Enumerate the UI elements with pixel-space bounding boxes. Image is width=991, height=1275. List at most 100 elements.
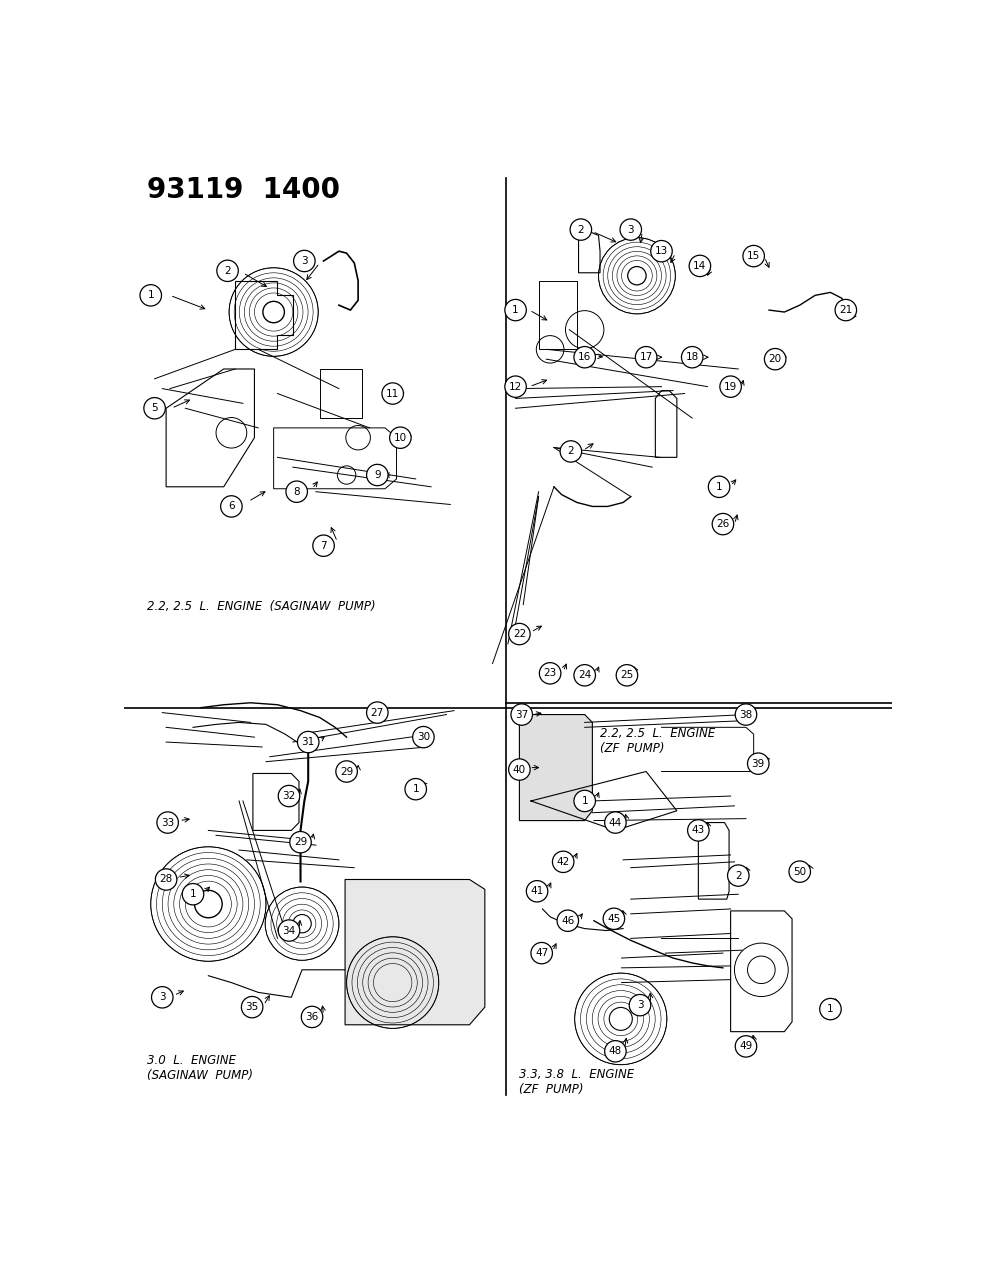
Text: 42: 42 xyxy=(557,857,570,867)
Ellipse shape xyxy=(764,348,786,370)
Text: 33: 33 xyxy=(161,817,174,827)
Text: 38: 38 xyxy=(739,710,752,719)
Text: 11: 11 xyxy=(386,389,399,399)
Ellipse shape xyxy=(182,884,204,905)
Text: 16: 16 xyxy=(578,352,592,362)
Ellipse shape xyxy=(709,476,729,497)
Ellipse shape xyxy=(539,663,561,683)
Text: 25: 25 xyxy=(620,671,633,681)
Text: 3: 3 xyxy=(627,224,634,235)
Text: 3: 3 xyxy=(636,1000,643,1010)
Text: 34: 34 xyxy=(282,926,295,936)
Ellipse shape xyxy=(336,761,358,782)
Text: 27: 27 xyxy=(371,708,384,718)
Ellipse shape xyxy=(719,376,741,398)
Ellipse shape xyxy=(820,998,841,1020)
Text: 30: 30 xyxy=(417,732,430,742)
Text: 40: 40 xyxy=(513,765,526,774)
Ellipse shape xyxy=(635,347,657,368)
Ellipse shape xyxy=(604,908,624,929)
Ellipse shape xyxy=(616,664,637,686)
Ellipse shape xyxy=(727,864,749,886)
Text: 12: 12 xyxy=(509,381,522,391)
Ellipse shape xyxy=(293,250,315,272)
Ellipse shape xyxy=(382,382,403,404)
Text: 5: 5 xyxy=(152,403,158,413)
Ellipse shape xyxy=(278,919,299,941)
Ellipse shape xyxy=(412,727,434,748)
Text: 1: 1 xyxy=(412,784,419,794)
Ellipse shape xyxy=(574,790,596,812)
Text: 13: 13 xyxy=(655,246,668,256)
Ellipse shape xyxy=(504,376,526,398)
Text: 29: 29 xyxy=(340,766,353,776)
Text: 19: 19 xyxy=(724,381,737,391)
Ellipse shape xyxy=(560,441,582,462)
Text: 2: 2 xyxy=(568,446,574,456)
Ellipse shape xyxy=(367,703,388,723)
Text: 1: 1 xyxy=(716,482,722,492)
Text: 22: 22 xyxy=(512,629,526,639)
Text: 45: 45 xyxy=(607,914,620,924)
Text: 41: 41 xyxy=(530,886,544,896)
Text: 1: 1 xyxy=(582,796,588,806)
Text: 28: 28 xyxy=(160,875,172,885)
Ellipse shape xyxy=(531,942,552,964)
Text: 20: 20 xyxy=(769,354,782,365)
Text: 1: 1 xyxy=(189,889,196,899)
Ellipse shape xyxy=(605,812,626,834)
Text: 18: 18 xyxy=(686,352,699,362)
Text: 23: 23 xyxy=(543,668,557,678)
Ellipse shape xyxy=(508,759,530,780)
Text: 9: 9 xyxy=(374,470,381,479)
Ellipse shape xyxy=(570,219,592,240)
Text: 1: 1 xyxy=(512,305,519,315)
Ellipse shape xyxy=(242,997,263,1017)
Text: 47: 47 xyxy=(535,949,548,958)
Text: 14: 14 xyxy=(694,261,707,270)
Text: 8: 8 xyxy=(293,487,300,497)
Text: 36: 36 xyxy=(305,1012,319,1023)
Text: 46: 46 xyxy=(561,915,575,926)
Ellipse shape xyxy=(605,1040,626,1062)
Ellipse shape xyxy=(367,464,388,486)
Text: 48: 48 xyxy=(608,1047,622,1056)
Text: 37: 37 xyxy=(515,710,528,719)
Ellipse shape xyxy=(735,1035,757,1057)
Ellipse shape xyxy=(789,861,811,882)
Text: 29: 29 xyxy=(294,838,307,847)
Polygon shape xyxy=(345,880,485,1025)
Ellipse shape xyxy=(629,994,651,1016)
Ellipse shape xyxy=(508,623,530,645)
Ellipse shape xyxy=(221,496,242,518)
Ellipse shape xyxy=(689,255,711,277)
Text: 3: 3 xyxy=(301,256,307,266)
Ellipse shape xyxy=(389,427,411,449)
Text: 2: 2 xyxy=(578,224,584,235)
Ellipse shape xyxy=(313,536,334,556)
Ellipse shape xyxy=(835,300,856,321)
Ellipse shape xyxy=(286,481,307,502)
Ellipse shape xyxy=(557,910,579,932)
Text: 49: 49 xyxy=(739,1042,752,1052)
Ellipse shape xyxy=(157,812,178,834)
Ellipse shape xyxy=(156,868,176,890)
Text: 3.3, 3.8  L.  ENGINE
(ZF  PUMP): 3.3, 3.8 L. ENGINE (ZF PUMP) xyxy=(519,1068,634,1096)
Text: 10: 10 xyxy=(393,432,407,442)
Text: 32: 32 xyxy=(282,790,295,801)
Text: 50: 50 xyxy=(793,867,807,877)
Text: 39: 39 xyxy=(751,759,765,769)
Text: 21: 21 xyxy=(839,305,852,315)
Ellipse shape xyxy=(743,245,764,266)
Text: 3.0  L.  ENGINE
(SAGINAW  PUMP): 3.0 L. ENGINE (SAGINAW PUMP) xyxy=(147,1054,253,1082)
Ellipse shape xyxy=(526,881,548,901)
Ellipse shape xyxy=(140,284,162,306)
Text: 31: 31 xyxy=(301,737,315,747)
Ellipse shape xyxy=(688,820,710,842)
Text: 1: 1 xyxy=(148,291,154,301)
Text: 24: 24 xyxy=(578,671,592,681)
Ellipse shape xyxy=(651,241,672,261)
Ellipse shape xyxy=(511,704,532,725)
Text: 3: 3 xyxy=(159,992,165,1002)
Text: 44: 44 xyxy=(608,817,622,827)
